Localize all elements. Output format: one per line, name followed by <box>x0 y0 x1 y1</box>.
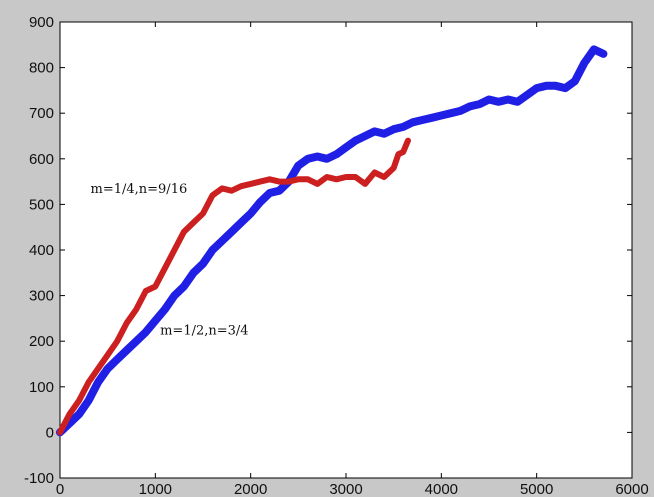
x-tick-label: 5000 <box>520 481 553 497</box>
y-tick-label: 500 <box>29 196 54 213</box>
y-tick-label: -100 <box>24 470 54 487</box>
x-tick-label: 3000 <box>329 481 362 497</box>
x-axis: 0 1000 2000 3000 4000 5000 6000 <box>56 22 649 497</box>
series-line-blue <box>56 45 608 437</box>
annotation-red-series: m=1/4,n=9/16 <box>91 182 188 197</box>
y-tick-label: 0 <box>46 424 54 441</box>
y-tick-label: 200 <box>29 333 54 350</box>
y-tick-label: 300 <box>29 288 54 305</box>
y-tick-label: 100 <box>29 379 54 396</box>
y-tick-label: 700 <box>29 105 54 122</box>
x-tick-label: 1000 <box>139 481 172 497</box>
plot-area <box>59 21 633 479</box>
y-tick-label: 600 <box>29 151 54 168</box>
y-axis: -100 0 100 200 300 400 500 600 700 800 900 <box>24 14 632 487</box>
y-tick-label: 400 <box>29 242 54 259</box>
x-tick-label: 0 <box>56 481 64 497</box>
series-layer <box>56 45 608 437</box>
series-line-red <box>57 137 411 436</box>
x-tick-label: 2000 <box>234 481 267 497</box>
x-tick-label: 6000 <box>615 481 648 497</box>
x-tick-label: 4000 <box>425 481 458 497</box>
y-tick-label: 900 <box>29 14 54 31</box>
y-tick-label: 800 <box>29 60 54 77</box>
annotation-blue-series: m=1/2,n=3/4 <box>160 323 248 338</box>
